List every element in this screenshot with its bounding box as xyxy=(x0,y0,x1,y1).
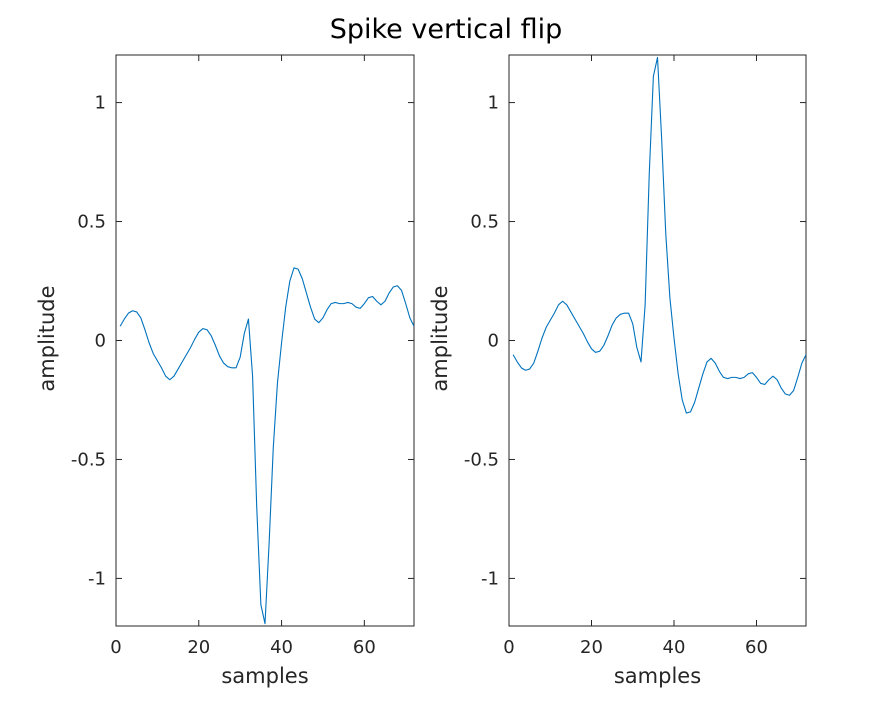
left-subplot: 0 20 40 60 -1 -0.5 0 0.5 1 samples amplitude xyxy=(35,54,415,688)
right-ytick-label: 0 xyxy=(488,331,499,352)
right-ylabel: amplitude xyxy=(428,285,452,391)
left-ytick-label: 0 xyxy=(95,331,106,352)
left-ytick-label: -0.5 xyxy=(71,449,106,470)
right-ytick-label: -0.5 xyxy=(464,449,499,470)
left-ytick-label: 0.5 xyxy=(77,212,106,233)
left-spike-waveform-line xyxy=(119,267,414,625)
right-ytick-label: 1 xyxy=(488,93,499,114)
right-xtick-label: 40 xyxy=(663,637,686,658)
right-ytick-label: 0.5 xyxy=(470,212,499,233)
left-xtick-label: 60 xyxy=(353,637,376,658)
right-ytick-label: -1 xyxy=(481,568,499,589)
left-xtick-label: 20 xyxy=(187,637,210,658)
left-ylabel: amplitude xyxy=(35,285,59,391)
right-subplot: 0 20 40 60 -1 -0.5 0 0.5 1 samples amplitude xyxy=(428,54,807,688)
right-xtick-label: 20 xyxy=(580,637,603,658)
figure-title: Spike vertical flip xyxy=(330,14,563,45)
left-xlabel: samples xyxy=(221,664,308,688)
left-plot-frame xyxy=(115,54,415,627)
right-xtick-label: 0 xyxy=(503,637,514,658)
right-plot-frame xyxy=(508,54,807,627)
right-spike-waveform-line xyxy=(512,56,806,414)
left-ytick-label: 1 xyxy=(95,93,106,114)
left-ytick-label: -1 xyxy=(88,568,106,589)
left-xtick-label: 40 xyxy=(270,637,293,658)
right-xtick-label: 60 xyxy=(745,637,768,658)
right-xlabel: samples xyxy=(614,664,701,688)
left-xtick-label: 0 xyxy=(110,637,121,658)
